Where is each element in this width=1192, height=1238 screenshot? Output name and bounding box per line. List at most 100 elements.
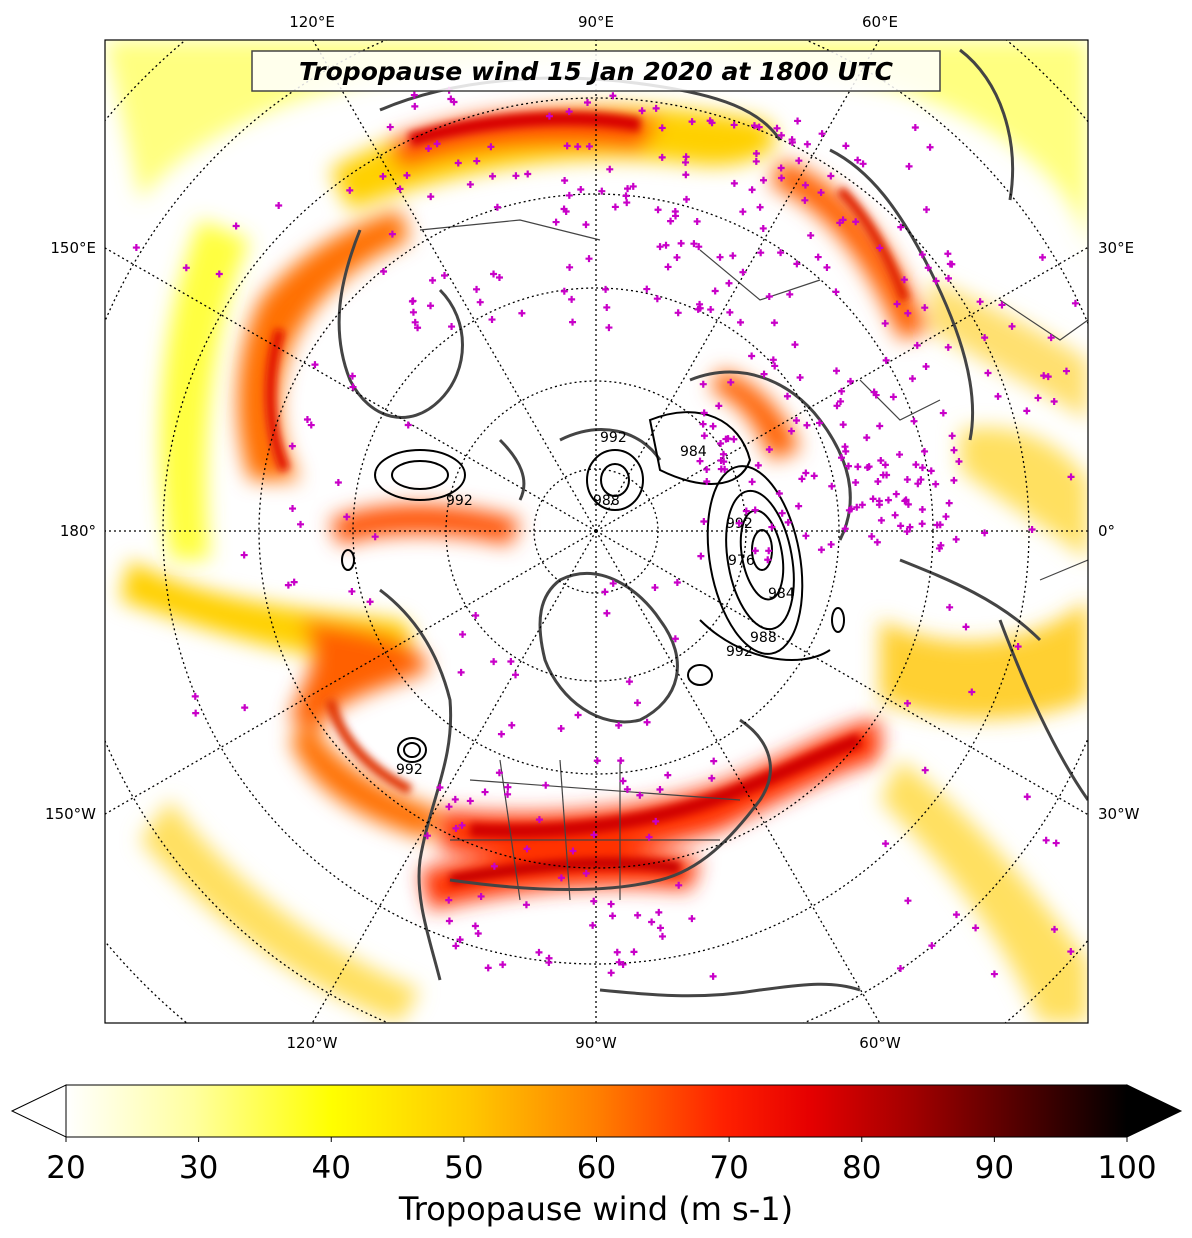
station-marker <box>897 522 905 530</box>
station-marker <box>473 157 481 165</box>
station-marker <box>717 457 725 465</box>
station-marker <box>833 402 841 410</box>
station-marker <box>869 495 877 503</box>
station-marker <box>787 427 795 435</box>
station-marker <box>729 252 737 260</box>
station-marker <box>706 117 714 125</box>
station-marker <box>1028 526 1036 534</box>
station-marker <box>609 912 617 920</box>
station-marker <box>739 268 747 276</box>
station-marker <box>1023 793 1031 801</box>
station-marker <box>648 918 656 926</box>
station-marker <box>1014 643 1022 651</box>
station-marker <box>752 149 760 157</box>
title-box <box>251 50 941 92</box>
station-marker <box>1067 473 1075 481</box>
station-marker <box>664 771 672 779</box>
station-marker <box>897 223 905 231</box>
right-lon-label: 30°E <box>1098 239 1134 257</box>
station-marker <box>409 308 417 316</box>
station-marker <box>948 432 956 440</box>
station-marker <box>429 276 437 284</box>
station-marker <box>994 392 1002 400</box>
station-marker <box>842 142 850 150</box>
station-marker <box>427 302 435 310</box>
colorbar-tick-label: 40 <box>312 1150 351 1186</box>
station-marker <box>754 461 762 469</box>
station-marker <box>944 274 952 282</box>
station-marker <box>284 581 292 589</box>
station-marker <box>582 869 590 877</box>
station-marker <box>490 270 498 278</box>
station-marker <box>645 833 653 841</box>
station-marker <box>828 482 836 490</box>
colorbar-ticks: 20 30 40 50 60 70 80 90 100 <box>46 1137 1157 1186</box>
station-marker <box>593 757 601 765</box>
station-marker <box>852 479 860 487</box>
station-marker <box>912 461 920 469</box>
station-marker <box>473 285 481 293</box>
colorbar-tick-label: 60 <box>577 1150 616 1186</box>
station-marker <box>760 176 768 184</box>
station-marker <box>838 387 846 395</box>
station-marker <box>922 362 930 370</box>
station-marker <box>817 189 825 197</box>
station-marker <box>411 318 419 326</box>
station-marker <box>557 874 565 882</box>
station-marker <box>349 383 357 391</box>
station-marker <box>892 490 900 498</box>
station-marker <box>697 552 705 560</box>
station-marker <box>497 730 505 738</box>
station-marker <box>459 630 467 638</box>
station-marker <box>1044 373 1052 381</box>
station-marker <box>926 143 934 151</box>
bottom-lon-label: 90°W <box>575 1034 617 1052</box>
station-marker <box>832 367 840 375</box>
station-marker <box>445 896 453 904</box>
station-marker <box>611 203 619 211</box>
station-marker <box>968 688 976 696</box>
station-marker <box>490 862 498 870</box>
contour-label: 988 <box>750 630 777 646</box>
station-marker <box>842 447 850 455</box>
station-marker <box>404 421 412 429</box>
station-marker <box>872 391 880 399</box>
station-marker <box>791 341 799 349</box>
station-marker <box>852 218 860 226</box>
station-marker <box>786 290 794 298</box>
station-marker <box>445 917 453 925</box>
station-marker <box>458 821 466 829</box>
station-marker <box>905 162 913 170</box>
station-marker <box>1042 836 1050 844</box>
station-marker <box>837 397 845 405</box>
graticule <box>105 40 1088 1023</box>
station-marker <box>622 192 630 200</box>
station-marker <box>881 461 889 469</box>
station-marker <box>625 678 633 686</box>
station-marker <box>737 318 745 326</box>
station-marker <box>452 824 460 832</box>
station-marker <box>882 356 890 364</box>
station-marker <box>630 948 638 956</box>
station-marker <box>845 506 853 514</box>
station-marker <box>760 370 768 378</box>
station-marker <box>289 505 297 513</box>
station-marker <box>607 900 615 908</box>
station-marker <box>952 535 960 543</box>
station-marker <box>585 255 593 263</box>
station-marker <box>719 450 727 458</box>
station-marker <box>598 187 606 195</box>
station-marker <box>932 277 940 285</box>
colorbar-tick-label: 50 <box>444 1150 483 1186</box>
station-marker <box>921 766 929 774</box>
station-marker <box>708 774 716 782</box>
station-marker <box>952 911 960 919</box>
station-marker <box>759 224 767 232</box>
station-marker <box>673 578 681 586</box>
station-marker <box>623 785 631 793</box>
station-marker <box>770 319 778 327</box>
station-marker <box>881 319 889 327</box>
station-marker <box>990 970 998 978</box>
station-marker <box>884 496 892 504</box>
